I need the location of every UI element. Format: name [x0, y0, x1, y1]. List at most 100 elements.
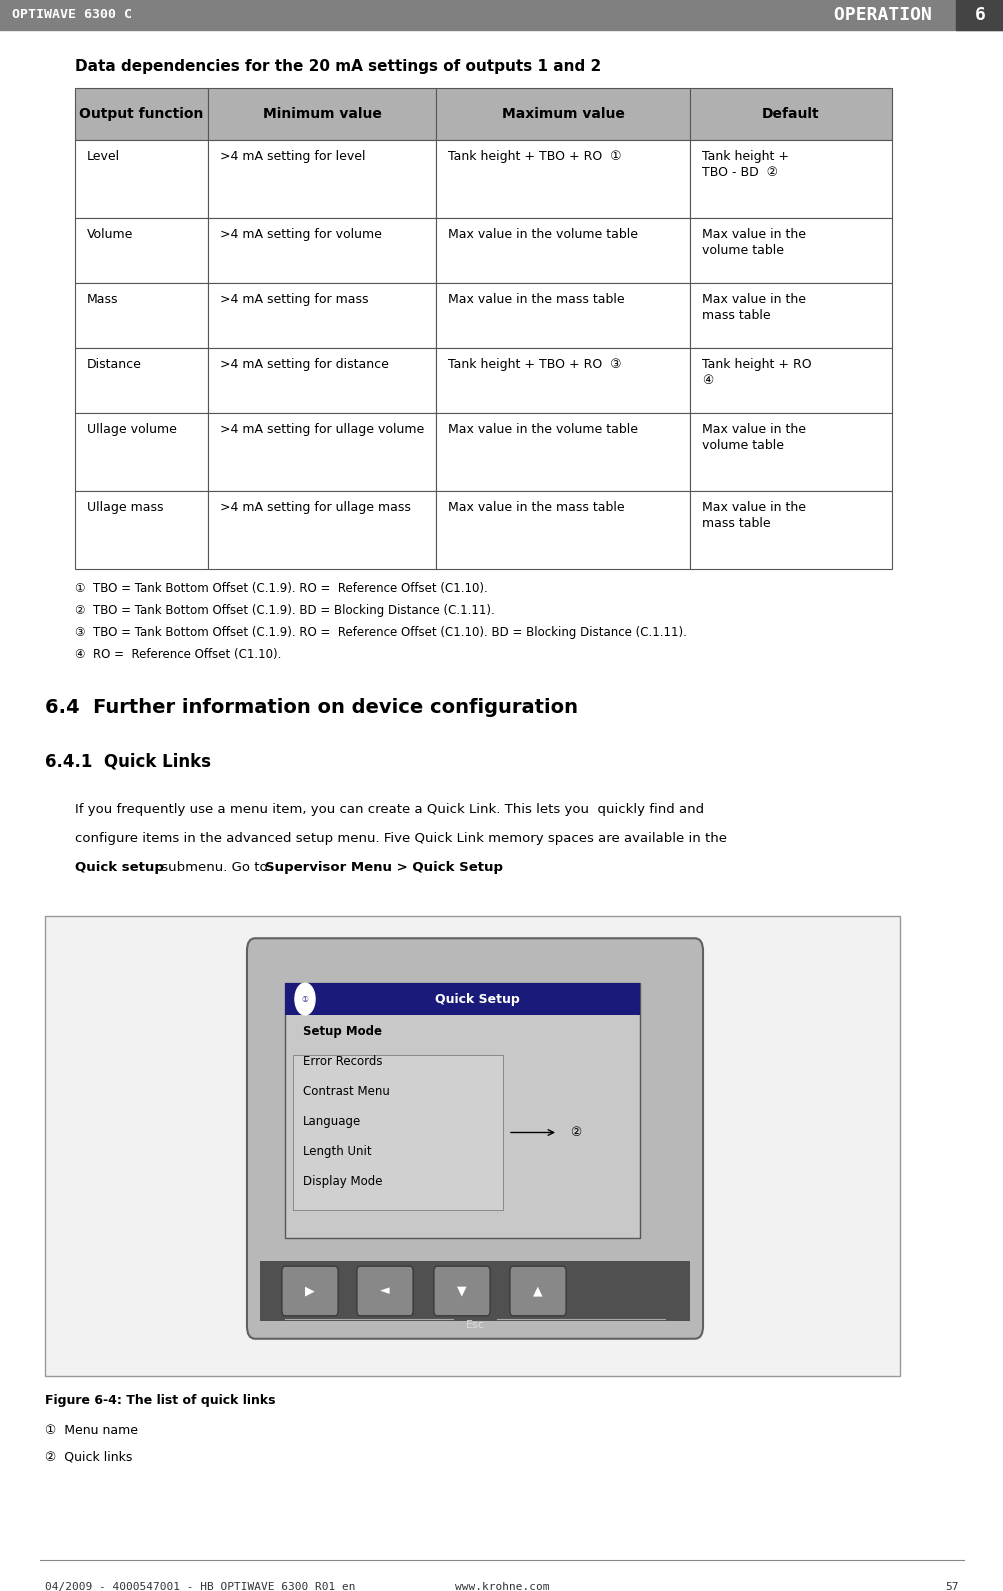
Text: 6.4  Further information on device configuration: 6.4 Further information on device config… — [45, 698, 578, 718]
Bar — [689, 492, 891, 570]
Text: OPTIWAVE 6300 C: OPTIWAVE 6300 C — [12, 8, 132, 22]
Text: ①  TBO = Tank Bottom Offset (C.1.9). RO =  Reference Offset (C1.10).: ① TBO = Tank Bottom Offset (C.1.9). RO =… — [75, 582, 487, 595]
Text: ③  TBO = Tank Bottom Offset (C.1.9). RO =  Reference Offset (C1.10). BD = Blocki: ③ TBO = Tank Bottom Offset (C.1.9). RO =… — [75, 625, 686, 640]
Bar — [435, 88, 689, 140]
Text: Setup Mode: Setup Mode — [303, 1025, 381, 1037]
Text: Length Unit: Length Unit — [303, 1146, 371, 1158]
Text: Max value in the volume table: Max value in the volume table — [447, 228, 638, 240]
Text: Distance: Distance — [87, 358, 141, 371]
Text: ②  Quick links: ② Quick links — [45, 1449, 132, 1464]
Text: Error Records: Error Records — [303, 1055, 382, 1068]
FancyBboxPatch shape — [357, 1266, 412, 1316]
Text: .: . — [492, 861, 496, 873]
Bar — [689, 283, 891, 348]
Text: Quick setup: Quick setup — [75, 861, 163, 873]
Text: 6.4.1  Quick Links: 6.4.1 Quick Links — [45, 753, 211, 772]
Text: >4 mA setting for level: >4 mA setting for level — [220, 150, 365, 162]
Text: Esc: Esc — [465, 1321, 484, 1330]
Text: Data dependencies for the 20 mA settings of outputs 1 and 2: Data dependencies for the 20 mA settings… — [75, 59, 601, 75]
Bar — [208, 88, 435, 140]
Text: ▶: ▶ — [305, 1284, 315, 1298]
Text: Max value in the mass table: Max value in the mass table — [447, 293, 624, 305]
Text: Language: Language — [303, 1115, 361, 1128]
Text: ②: ② — [570, 1126, 581, 1139]
Text: 6: 6 — [974, 6, 984, 24]
Text: 57: 57 — [945, 1581, 958, 1591]
Bar — [0, 0, 1003, 30]
Text: Minimum value: Minimum value — [263, 107, 381, 121]
Text: Volume: Volume — [87, 228, 133, 240]
Text: Ullage volume: Ullage volume — [87, 423, 177, 436]
Text: >4 mA setting for ullage volume: >4 mA setting for ullage volume — [220, 423, 424, 436]
Bar — [75, 348, 208, 414]
Text: Tank height + RO
④: Tank height + RO ④ — [701, 358, 810, 387]
Text: Ullage mass: Ullage mass — [87, 501, 163, 514]
Bar — [689, 414, 891, 492]
Bar — [75, 88, 208, 140]
Text: Output function: Output function — [79, 107, 204, 121]
Text: ①: ① — [301, 994, 308, 1004]
Bar — [435, 140, 689, 218]
Text: Display Mode: Display Mode — [303, 1176, 382, 1188]
Text: submenu. Go to: submenu. Go to — [156, 861, 272, 873]
Bar — [75, 414, 208, 492]
Bar — [75, 140, 208, 218]
Bar — [435, 218, 689, 283]
Bar — [435, 492, 689, 570]
Bar — [689, 88, 891, 140]
Text: www.krohne.com: www.krohne.com — [454, 1581, 549, 1591]
Bar — [689, 348, 891, 414]
Text: If you frequently use a menu item, you can create a Quick Link. This lets you  q: If you frequently use a menu item, you c… — [75, 803, 703, 816]
Text: Mass: Mass — [87, 293, 118, 305]
Text: configure items in the advanced setup menu. Five Quick Link memory spaces are av: configure items in the advanced setup me… — [75, 832, 726, 845]
Text: Max value in the
volume table: Max value in the volume table — [701, 228, 805, 258]
Bar — [208, 283, 435, 348]
Text: >4 mA setting for ullage mass: >4 mA setting for ullage mass — [220, 501, 411, 514]
Bar — [293, 1055, 503, 1211]
Bar — [689, 140, 891, 218]
Bar — [75, 218, 208, 283]
Text: ②  TBO = Tank Bottom Offset (C.1.9). BD = Blocking Distance (C.1.11).: ② TBO = Tank Bottom Offset (C.1.9). BD =… — [75, 605, 494, 617]
Bar — [208, 414, 435, 492]
Text: Max value in the
mass table: Max value in the mass table — [701, 293, 805, 321]
Bar — [435, 414, 689, 492]
Text: >4 mA setting for mass: >4 mA setting for mass — [220, 293, 368, 305]
Circle shape — [295, 983, 315, 1015]
Text: Level: Level — [87, 150, 120, 162]
FancyBboxPatch shape — [510, 1266, 566, 1316]
Text: ①  Menu name: ① Menu name — [45, 1424, 137, 1437]
Bar — [955, 0, 1003, 30]
Text: Max value in the mass table: Max value in the mass table — [447, 501, 624, 514]
Text: Max value in the
mass table: Max value in the mass table — [701, 501, 805, 530]
Text: Tank height + TBO + RO  ①: Tank height + TBO + RO ① — [447, 150, 621, 162]
Text: Max value in the volume table: Max value in the volume table — [447, 423, 638, 436]
Text: >4 mA setting for distance: >4 mA setting for distance — [220, 358, 389, 371]
Text: Maximum value: Maximum value — [502, 107, 624, 121]
Bar — [75, 283, 208, 348]
Bar — [435, 283, 689, 348]
Text: >4 mA setting for volume: >4 mA setting for volume — [220, 228, 382, 240]
Bar — [208, 218, 435, 283]
Bar — [260, 1262, 689, 1321]
Bar — [285, 983, 639, 1238]
Bar — [689, 218, 891, 283]
FancyBboxPatch shape — [433, 1266, 489, 1316]
Text: ◄: ◄ — [380, 1284, 389, 1298]
Text: 04/2009 - 4000547001 - HB OPTIWAVE 6300 R01 en: 04/2009 - 4000547001 - HB OPTIWAVE 6300 … — [45, 1581, 355, 1591]
Text: Figure 6-4: The list of quick links: Figure 6-4: The list of quick links — [45, 1394, 275, 1406]
Text: Max value in the
volume table: Max value in the volume table — [701, 423, 805, 452]
Text: Quick Setup: Quick Setup — [434, 993, 520, 1006]
Text: Contrast Menu: Contrast Menu — [303, 1085, 389, 1098]
Bar — [208, 348, 435, 414]
Text: Supervisor Menu > Quick Setup: Supervisor Menu > Quick Setup — [265, 861, 503, 873]
Text: ▲: ▲ — [533, 1284, 543, 1298]
Bar — [435, 348, 689, 414]
FancyBboxPatch shape — [247, 939, 702, 1338]
Bar — [75, 492, 208, 570]
Bar — [45, 916, 899, 1376]
Text: ▼: ▼ — [456, 1284, 466, 1298]
FancyBboxPatch shape — [282, 1266, 338, 1316]
Text: Default: Default — [761, 107, 818, 121]
Text: ④  RO =  Reference Offset (C1.10).: ④ RO = Reference Offset (C1.10). — [75, 648, 281, 660]
Bar — [285, 983, 639, 1015]
